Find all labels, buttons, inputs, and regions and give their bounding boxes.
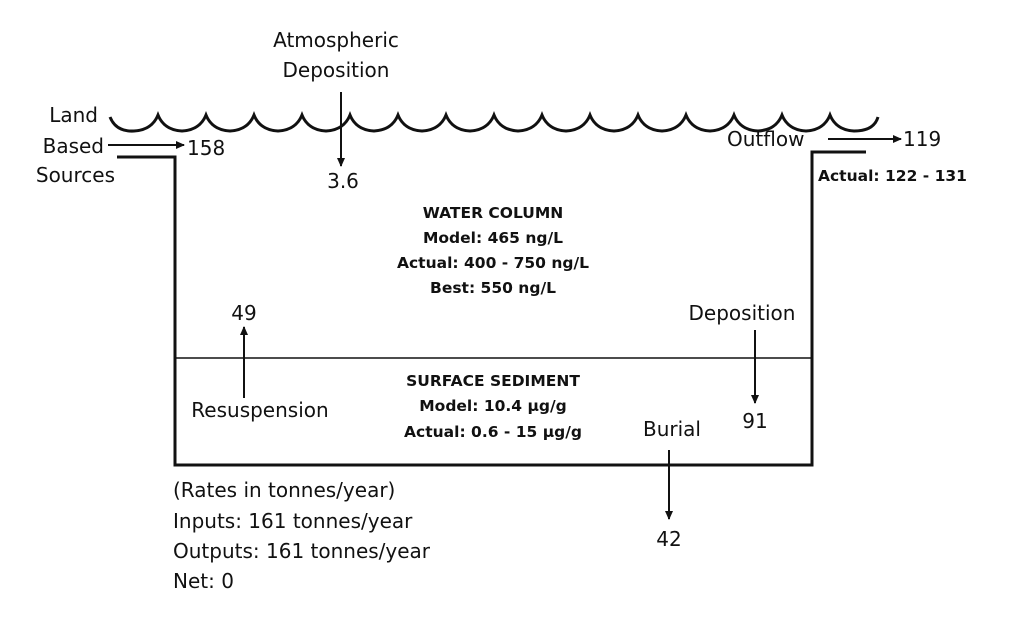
- sediment-title: SURFACE SEDIMENT: [406, 372, 580, 390]
- outflow-actual: Actual: 122 - 131: [818, 167, 967, 185]
- land-label-3: Sources: [36, 163, 115, 187]
- water-model: Model: 465 ng/L: [423, 229, 563, 247]
- land-value: 158: [187, 136, 225, 160]
- outflow-label: Outflow: [727, 127, 804, 151]
- outflow-value: 119: [903, 127, 941, 151]
- sediment-model: Model: 10.4 µg/g: [419, 397, 567, 415]
- resuspension-value: 49: [231, 301, 256, 325]
- sediment-actual: Actual: 0.6 - 15 µg/g: [404, 423, 582, 441]
- deposition-label: Deposition: [689, 301, 796, 325]
- water-body-outline: [117, 150, 866, 467]
- atmospheric-label-1: Atmospheric: [273, 28, 399, 52]
- net-summary: Net: 0: [173, 569, 234, 593]
- rates-note: (Rates in tonnes/year): [173, 478, 395, 502]
- water-column-title: WATER COLUMN: [423, 204, 564, 222]
- water-surface-wave: [108, 110, 880, 133]
- water-best: Best: 550 ng/L: [430, 279, 556, 297]
- atmospheric-label-2: Deposition: [283, 58, 390, 82]
- resuspension-label: Resuspension: [191, 398, 328, 422]
- atmos-value: 3.6: [327, 169, 359, 193]
- inputs-summary: Inputs: 161 tonnes/year: [173, 509, 413, 533]
- land-label-1: Land: [49, 103, 98, 127]
- land-label-2: Based: [43, 134, 104, 158]
- water-actual: Actual: 400 - 750 ng/L: [397, 254, 589, 272]
- deposition-value: 91: [742, 409, 767, 433]
- burial-value: 42: [656, 527, 681, 551]
- outputs-summary: Outputs: 161 tonnes/year: [173, 539, 431, 563]
- burial-label: Burial: [643, 417, 701, 441]
